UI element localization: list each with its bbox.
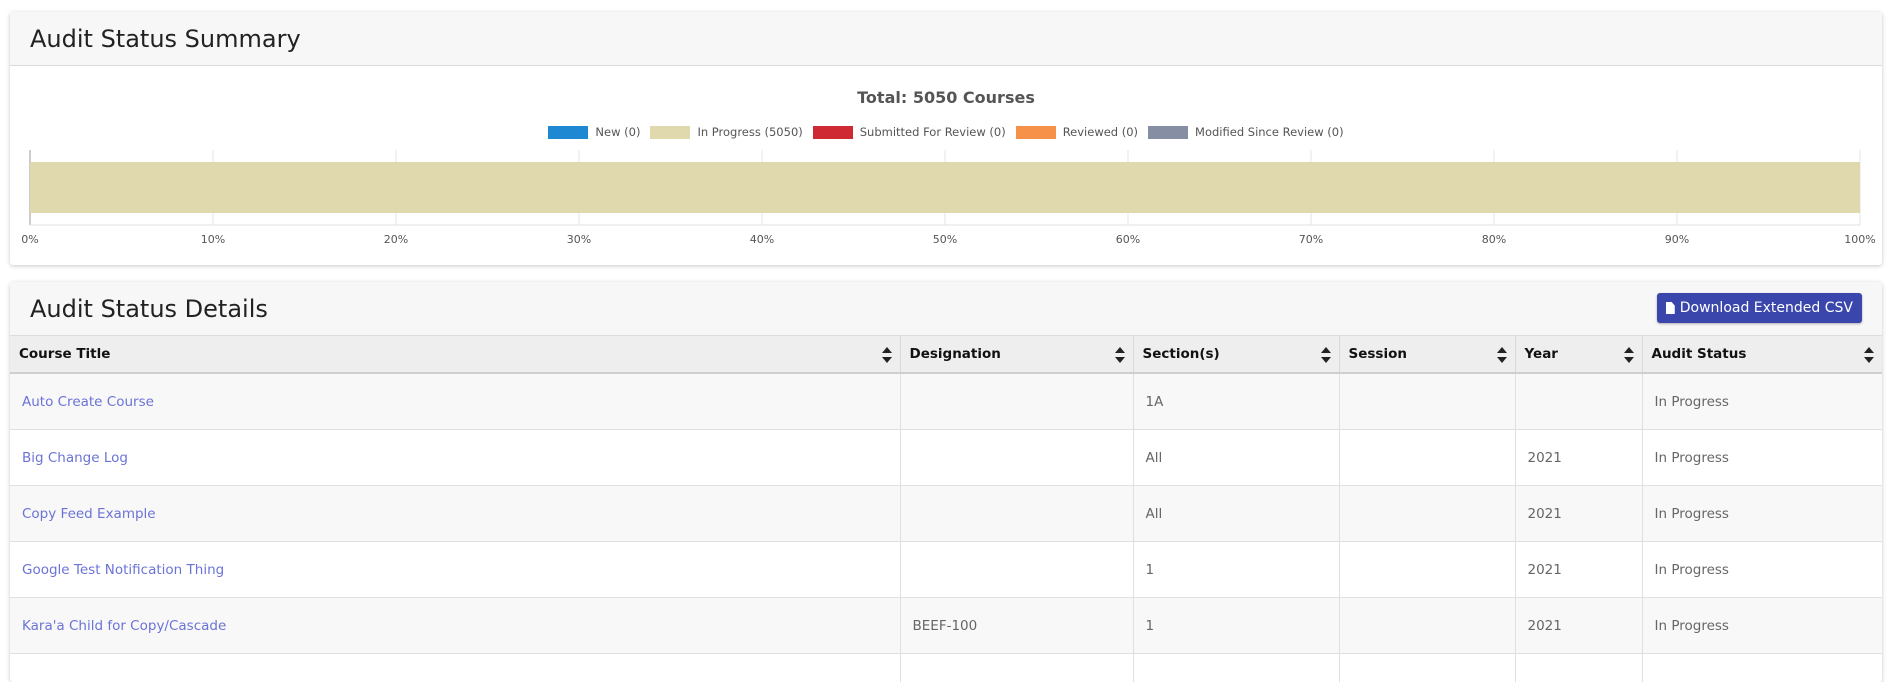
cell-session bbox=[1339, 373, 1515, 430]
x-tick-label: 20% bbox=[384, 233, 408, 246]
cell-course-title: Copy Feed Example bbox=[10, 486, 900, 542]
sort-icon[interactable] bbox=[1321, 347, 1331, 363]
cell-course-title: Big Change Log bbox=[10, 430, 900, 486]
course-link[interactable]: Kara'a Child for Copy/Cascade bbox=[22, 618, 226, 634]
cell-session bbox=[1339, 486, 1515, 542]
audit-status-details-card: Audit Status Details Download Extended C… bbox=[10, 282, 1882, 682]
cell-year bbox=[1515, 654, 1642, 682]
x-tick-label: 90% bbox=[1665, 233, 1689, 246]
cell-course-title bbox=[10, 654, 900, 682]
cell-session bbox=[1339, 430, 1515, 486]
cell-designation bbox=[900, 373, 1133, 430]
x-tick-label: 70% bbox=[1299, 233, 1323, 246]
audit-status-table: Course Title Designation Section(s) Sess… bbox=[10, 336, 1882, 682]
cell-designation: BEEF-100 bbox=[900, 598, 1133, 654]
sort-icon[interactable] bbox=[1497, 347, 1507, 363]
x-tick-label: 0% bbox=[21, 233, 38, 246]
course-link[interactable]: Google Test Notification Thing bbox=[22, 562, 224, 578]
cell-session bbox=[1339, 654, 1515, 682]
cell-audit-status bbox=[1642, 654, 1882, 682]
cell-year: 2021 bbox=[1515, 486, 1642, 542]
cell-year bbox=[1515, 373, 1642, 430]
table-row bbox=[10, 654, 1882, 682]
x-tick-label: 80% bbox=[1482, 233, 1506, 246]
course-link[interactable]: Copy Feed Example bbox=[22, 506, 156, 522]
cell-session bbox=[1339, 598, 1515, 654]
x-tick-label: 50% bbox=[933, 233, 957, 246]
table-row: Auto Create Course 1A In Progress bbox=[10, 373, 1882, 430]
column-header-course-title[interactable]: Course Title bbox=[10, 336, 900, 373]
table-row: Google Test Notification Thing 1 2021 In… bbox=[10, 542, 1882, 598]
cell-year: 2021 bbox=[1515, 598, 1642, 654]
column-label: Designation bbox=[910, 346, 1001, 362]
stacked-bar-chart: 0% 10% 20% 30% 40% 50% 60% 70% 80% 90% 100% bbox=[10, 12, 1882, 265]
sort-icon[interactable] bbox=[1624, 347, 1634, 363]
details-header: Audit Status Details Download Extended C… bbox=[10, 282, 1882, 336]
cell-designation bbox=[900, 542, 1133, 598]
cell-session bbox=[1339, 542, 1515, 598]
x-tick-label: 30% bbox=[567, 233, 591, 246]
column-label: Course Title bbox=[19, 346, 110, 362]
column-label: Section(s) bbox=[1143, 346, 1220, 362]
course-link[interactable]: Auto Create Course bbox=[22, 394, 154, 410]
cell-designation bbox=[900, 654, 1133, 682]
bar-segment[interactable] bbox=[30, 162, 1860, 213]
column-label: Audit Status bbox=[1652, 346, 1747, 362]
x-tick-label: 40% bbox=[750, 233, 774, 246]
column-label: Session bbox=[1349, 346, 1407, 362]
cell-sections: All bbox=[1133, 486, 1339, 542]
cell-audit-status: In Progress bbox=[1642, 373, 1882, 430]
cell-course-title: Google Test Notification Thing bbox=[10, 542, 900, 598]
cell-year: 2021 bbox=[1515, 430, 1642, 486]
column-header-session[interactable]: Session bbox=[1339, 336, 1515, 373]
audit-status-summary-card: Audit Status Summary Total: 5050 Courses… bbox=[10, 12, 1882, 265]
cell-designation bbox=[900, 430, 1133, 486]
cell-designation bbox=[900, 486, 1133, 542]
x-tick-label: 100% bbox=[1844, 233, 1875, 246]
cell-course-title: Auto Create Course bbox=[10, 373, 900, 430]
table-header-row: Course Title Designation Section(s) Sess… bbox=[10, 336, 1882, 373]
sort-icon[interactable] bbox=[1864, 347, 1874, 363]
column-header-audit-status[interactable]: Audit Status bbox=[1642, 336, 1882, 373]
column-header-designation[interactable]: Designation bbox=[900, 336, 1133, 373]
cell-sections: 1A bbox=[1133, 373, 1339, 430]
file-download-icon bbox=[1666, 302, 1675, 314]
cell-course-title: Kara'a Child for Copy/Cascade bbox=[10, 598, 900, 654]
x-tick-label: 60% bbox=[1116, 233, 1140, 246]
cell-audit-status: In Progress bbox=[1642, 486, 1882, 542]
column-label: Year bbox=[1525, 346, 1558, 362]
cell-sections bbox=[1133, 654, 1339, 682]
details-title: Audit Status Details bbox=[30, 295, 268, 323]
cell-audit-status: In Progress bbox=[1642, 542, 1882, 598]
table-row: Copy Feed Example All 2021 In Progress bbox=[10, 486, 1882, 542]
column-header-year[interactable]: Year bbox=[1515, 336, 1642, 373]
download-extended-csv-button[interactable]: Download Extended CSV bbox=[1657, 293, 1862, 323]
course-link[interactable]: Big Change Log bbox=[22, 450, 128, 466]
cell-sections: 1 bbox=[1133, 598, 1339, 654]
sort-icon[interactable] bbox=[882, 347, 892, 363]
x-tick-label: 10% bbox=[201, 233, 225, 246]
download-button-label: Download Extended CSV bbox=[1680, 300, 1853, 316]
cell-sections: All bbox=[1133, 430, 1339, 486]
sort-icon[interactable] bbox=[1115, 347, 1125, 363]
cell-audit-status: In Progress bbox=[1642, 598, 1882, 654]
column-header-sections[interactable]: Section(s) bbox=[1133, 336, 1339, 373]
table-row: Kara'a Child for Copy/Cascade BEEF-100 1… bbox=[10, 598, 1882, 654]
table-row: Big Change Log All 2021 In Progress bbox=[10, 430, 1882, 486]
cell-audit-status: In Progress bbox=[1642, 430, 1882, 486]
cell-year: 2021 bbox=[1515, 542, 1642, 598]
cell-sections: 1 bbox=[1133, 542, 1339, 598]
